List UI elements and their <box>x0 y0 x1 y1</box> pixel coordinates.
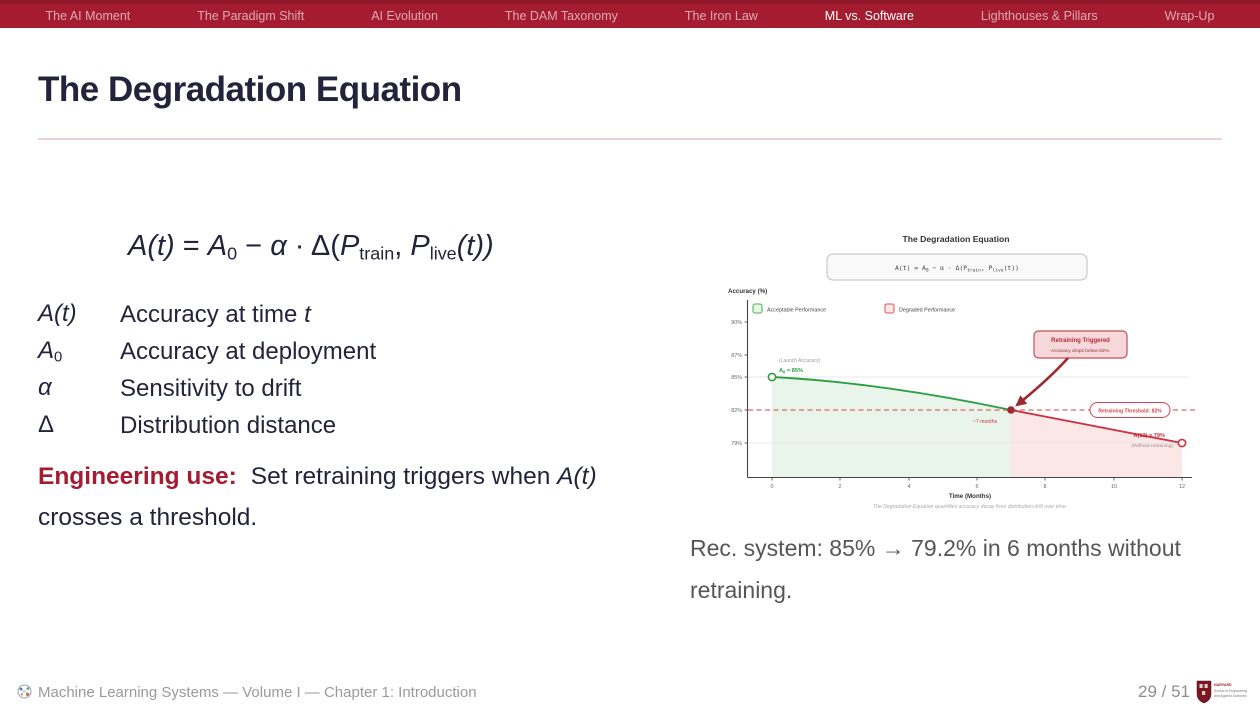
svg-text:82%: 82% <box>731 408 742 414</box>
launch-accuracy-note: (Launch Accuracy) <box>779 358 821 364</box>
engineering-use-text: Set retraining triggers when <box>250 463 558 490</box>
chart-legend: Acceptable Performance Degraded Performa… <box>752 303 955 314</box>
eq-p-train-sub: train <box>359 243 395 264</box>
callout-arrow <box>1015 357 1069 407</box>
eq-lhs: A(t) <box>128 230 175 262</box>
chart-title: The Degradation Equation <box>903 234 1010 244</box>
engineering-use-label: Engineering use: <box>38 463 237 490</box>
definition-symbol: A(t) <box>38 300 77 328</box>
svg-text:HARVARD: HARVARD <box>1214 683 1232 687</box>
definition-row: α Sensitivity to drift <box>38 370 376 407</box>
svg-text:10: 10 <box>1111 484 1117 490</box>
title-divider <box>38 138 1222 140</box>
degradation-equation: A(t) = A0 − α · Δ(Ptrain, Plive(t)) <box>128 230 494 264</box>
definition-symbol: α <box>38 374 52 402</box>
threshold-pill <box>1089 402 1171 418</box>
symbol-definitions: A(t) Accuracy at time t A0 Accuracy at d… <box>38 296 376 444</box>
y-tick-labels: 90% 87% 85% 82% 79% <box>731 320 748 447</box>
legend-swatch-degraded <box>884 303 895 314</box>
svg-text:School of Engineering: School of Engineering <box>1214 689 1247 693</box>
definition-row: A(t) Accuracy at time t <box>38 296 376 333</box>
retraining-triggered-callout: Retraining Triggered Accuracy drops belo… <box>1015 330 1128 407</box>
trigger-x-label: ~7 months <box>973 419 998 425</box>
nav-tab-wrap-up[interactable]: Wrap-Up <box>1164 9 1215 23</box>
nav-tab-dam-taxonomy[interactable]: The DAM Taxonomy <box>504 9 618 23</box>
chart-equation-box <box>826 253 1088 281</box>
eq-a0: A <box>207 230 228 262</box>
end-note-label: (Without retraining) <box>1131 443 1173 449</box>
engineering-use-text-after: crosses a threshold. <box>38 504 258 531</box>
definition-row: Δ Distribution distance <box>38 407 376 444</box>
launch-point <box>767 372 777 382</box>
legend-label-acceptable: Acceptable Performance <box>767 308 826 314</box>
svg-text:0: 0 <box>771 484 774 490</box>
x-tick-labels: 0 2 4 6 8 10 12 <box>771 477 1185 490</box>
harvard-seas-logo: HARVARD School of Engineering and Applie… <box>1196 680 1247 704</box>
degradation-chart-figure: The Degradation Equation A(t) = A0 − α ·… <box>700 228 1235 512</box>
eq-comma: , <box>394 230 411 262</box>
definition-meaning: Accuracy at time t <box>120 300 311 328</box>
trigger-point <box>1007 406 1015 414</box>
svg-text:79%: 79% <box>731 441 742 447</box>
eq-cdot: · <box>286 230 311 262</box>
chart-summary-note: Rec. system: 85% → 79.2% in 6 months wit… <box>690 535 1181 603</box>
svg-text:90%: 90% <box>731 320 742 326</box>
nav-tab-ai-evolution[interactable]: AI Evolution <box>371 9 438 23</box>
eq-minus: − <box>237 230 271 262</box>
eq-equals: = <box>174 230 208 262</box>
definition-meaning: Accuracy at deployment <box>120 337 377 365</box>
mlsys-logo-icon <box>17 684 32 699</box>
slide-nav-bar: The AI Moment The Paradigm Shift AI Evol… <box>0 0 1260 28</box>
svg-text:2: 2 <box>839 484 842 490</box>
degradation-chart-svg: The Degradation Equation A(t) = A0 − α ·… <box>728 234 1196 510</box>
svg-text:87%: 87% <box>731 353 742 359</box>
legend-label-degraded: Degraded Performance <box>899 308 955 314</box>
definition-meaning: Distribution distance <box>120 411 337 439</box>
engineering-use-math: A(t) <box>557 463 597 490</box>
threshold-pill-label: Retraining Threshold: 82% <box>1098 409 1162 415</box>
engineering-use-note: Engineering use: Set retraining triggers … <box>38 456 623 538</box>
eq-rhs: (t)) <box>456 230 494 262</box>
page-title: The Degradation Equation <box>38 70 462 109</box>
nav-tab-paradigm-shift[interactable]: The Paradigm Shift <box>197 9 305 23</box>
eq-p-live-sub: live <box>429 243 457 264</box>
nav-tab-ml-vs-software[interactable]: ML vs. Software <box>824 9 914 23</box>
definition-row: A0 Accuracy at deployment <box>38 333 376 370</box>
definition-symbol: Δ <box>38 411 55 439</box>
svg-text:4: 4 <box>908 484 911 490</box>
legend-swatch-acceptable <box>752 303 763 314</box>
svg-text:8: 8 <box>1044 484 1047 490</box>
svg-text:Accuracy drops below 82%.: Accuracy drops below 82%. <box>1051 348 1110 354</box>
chart-equation-text: A(t) = A0 − α · Δ(Ptrain, Plive(t)) <box>895 264 1019 274</box>
end-value-label: A(12) = 79% <box>1133 433 1165 439</box>
degraded-area-fill <box>1011 410 1182 477</box>
eq-alpha: α <box>270 230 287 262</box>
end-point <box>1177 438 1187 448</box>
chart-caption: The Degradation Equation quantifies accu… <box>873 504 1067 510</box>
acceptable-area-fill <box>772 377 1011 477</box>
footer-course-title: Machine Learning Systems — Volume I — Ch… <box>38 684 477 701</box>
chart-x-axis-label: Time (Months) <box>949 493 991 500</box>
definition-symbol: A0 <box>38 337 63 366</box>
svg-text:12: 12 <box>1179 484 1185 490</box>
nav-tab-ai-moment[interactable]: The AI Moment <box>45 9 131 23</box>
launch-accuracy-value: A0 = 85% <box>779 368 803 374</box>
eq-p-train: P <box>339 230 360 262</box>
degraded-line <box>1010 409 1183 444</box>
footer-page-number: 29 / 51 <box>1138 682 1190 701</box>
chart-y-axis-label: Accuracy (%) <box>728 288 767 295</box>
svg-text:6: 6 <box>976 484 979 490</box>
svg-text:Retraining Triggered: Retraining Triggered <box>1051 338 1110 344</box>
nav-tab-iron-law[interactable]: The Iron Law <box>684 9 758 23</box>
nav-tab-lighthouses-pillars[interactable]: Lighthouses & Pillars <box>980 9 1098 23</box>
svg-text:and Applied Sciences: and Applied Sciences <box>1214 694 1247 698</box>
definition-meaning: Sensitivity to drift <box>120 374 302 402</box>
acceptable-line <box>771 376 1012 411</box>
eq-p-live: P <box>410 230 430 262</box>
eq-a0-sub: 0 <box>227 243 238 264</box>
svg-text:85%: 85% <box>731 375 742 381</box>
eq-delta: Δ( <box>310 230 340 262</box>
